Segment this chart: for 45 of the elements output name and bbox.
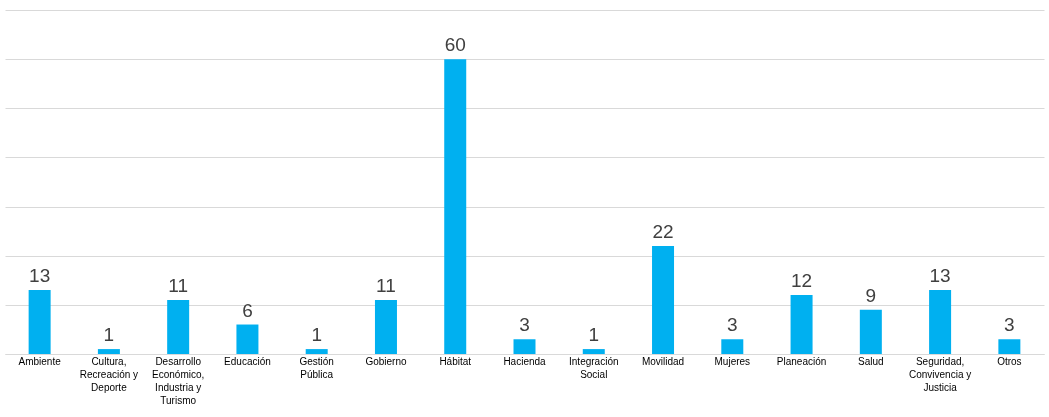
bar	[167, 299, 190, 354]
x-tick-label: Hacienda	[503, 355, 547, 367]
data-label: 12	[791, 270, 813, 292]
x-tick-label: Salud	[858, 355, 884, 367]
bar	[305, 349, 328, 354]
x-tick-label: Mujeres	[714, 355, 751, 367]
data-label: 60	[444, 34, 466, 56]
bar	[790, 295, 813, 354]
x-tick-label: Seguridad, Convivencia y Justicia	[908, 355, 972, 393]
data-label: 3	[1004, 314, 1015, 336]
x-tick-label: Ambiente	[18, 355, 62, 367]
bar	[28, 290, 51, 354]
data-label: 3	[727, 314, 738, 336]
data-label: 11	[376, 274, 396, 296]
x-tick-label: Otros	[997, 355, 1022, 367]
data-label: 11	[168, 274, 189, 296]
bar	[444, 59, 467, 354]
x-tick-label: Gobierno	[365, 355, 407, 367]
bar	[513, 339, 536, 354]
bar	[236, 324, 259, 354]
data-label: 9	[865, 284, 877, 306]
bar	[652, 245, 675, 354]
x-tick-label: Desarrollo Económico, Industria y Turismo	[152, 355, 205, 406]
data-label: 22	[652, 220, 674, 242]
bar	[582, 349, 605, 354]
x-tick-label: Hábitat	[439, 355, 472, 367]
bar	[97, 349, 120, 354]
data-label: 1	[588, 324, 600, 346]
data-label: 13	[29, 265, 51, 287]
data-label: 6	[242, 299, 253, 321]
data-label: 13	[929, 265, 951, 287]
x-tick-label: Gestión Pública	[299, 355, 334, 380]
bar	[929, 290, 952, 354]
data-label: 1	[311, 324, 322, 346]
x-tick-label: Movilidad	[641, 355, 685, 367]
data-label: 1	[103, 324, 115, 346]
bar	[374, 299, 397, 354]
x-tick-label: Cultura, Recreación y Deporte	[79, 355, 139, 393]
data-label: 3	[519, 314, 530, 336]
x-tick-label: Integración Social	[569, 355, 619, 380]
x-tick-label: Planeación	[776, 355, 827, 367]
bar	[859, 309, 882, 354]
bar	[998, 339, 1021, 354]
x-tick-label: Educación	[224, 355, 271, 367]
bar	[721, 339, 744, 354]
